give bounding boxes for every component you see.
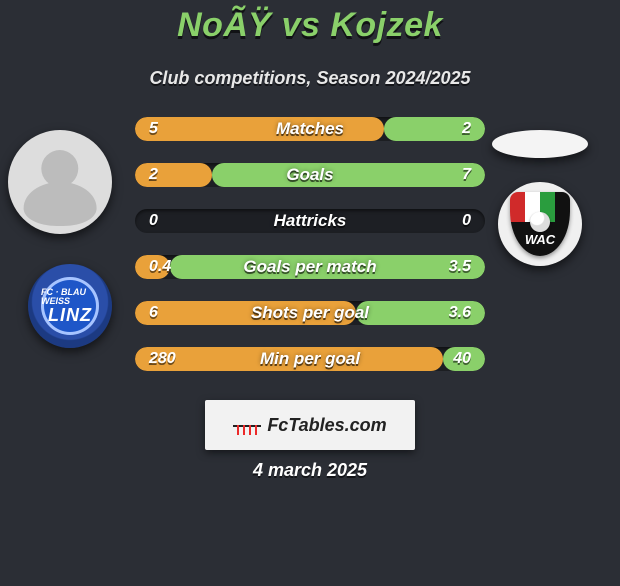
stat-fill-right <box>443 347 485 371</box>
stat-fill-left <box>135 301 356 325</box>
stat-fill-left <box>135 163 212 187</box>
vs-separator: vs <box>272 6 331 44</box>
stat-fill-right <box>170 255 485 279</box>
club-left-badge-inner: FC · BLAU WEISS LINZ <box>41 277 99 335</box>
club-left-badge: FC · BLAU WEISS LINZ <box>28 264 112 348</box>
stat-fill-right <box>384 117 486 141</box>
club-left-badge-line2: LINZ <box>48 306 92 324</box>
comparison-subtitle: Club competitions, Season 2024/2025 <box>0 68 620 89</box>
stat-label: Hattricks <box>135 209 485 233</box>
stat-fill-left <box>135 117 384 141</box>
soccer-ball-icon <box>530 212 550 232</box>
source-brand: FcTables.com <box>267 415 386 436</box>
club-left-badge-line1: FC · BLAU WEISS <box>41 288 99 306</box>
comparison-title: NoÃŸ vs Kojzek <box>0 6 620 45</box>
stat-row-hattricks: 0 0Hattricks <box>135 209 485 233</box>
player-right-avatar <box>492 130 588 158</box>
stat-row-goals-per-match: 0.43.5Goals per match <box>135 255 485 279</box>
club-right-badge: WAC <box>498 182 582 266</box>
stat-row-min-per-goal: 28040Min per goal <box>135 347 485 371</box>
stat-value-left: 0 <box>149 209 158 233</box>
player-left-avatar <box>8 130 112 234</box>
stat-fill-left <box>135 347 443 371</box>
stat-row-goals: 27Goals <box>135 163 485 187</box>
player-right-name: Kojzek <box>330 6 443 44</box>
stat-fill-left <box>135 255 170 279</box>
source-badge: FcTables.com <box>205 400 415 450</box>
stat-fill-right <box>356 301 486 325</box>
club-right-shield: WAC <box>510 192 570 256</box>
chart-icon <box>233 415 261 435</box>
player-left-name: NoÃŸ <box>177 6 272 44</box>
stat-value-right: 0 <box>462 209 471 233</box>
stat-fill-right <box>212 163 485 187</box>
stat-row-matches: 52Matches <box>135 117 485 141</box>
snapshot-date: 4 march 2025 <box>0 460 620 481</box>
stat-row-shots-per-goal: 63.6Shots per goal <box>135 301 485 325</box>
